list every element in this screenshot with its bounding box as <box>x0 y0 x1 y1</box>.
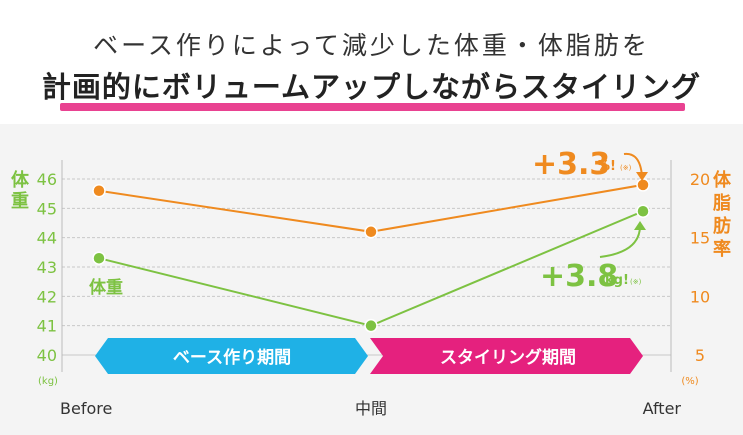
series-name-label: 体重 <box>89 277 123 298</box>
chart-background <box>0 124 743 435</box>
annotation-fat-value: +3.3 <box>532 147 610 182</box>
header: ベース作りによって減少した体重・体脂肪を 計画的にボリュームアップしながらスタイ… <box>0 0 743 124</box>
annotation-weight-value: +3.8 <box>540 259 618 294</box>
series-point-1 <box>636 178 650 192</box>
left-tick-label: 43 <box>37 258 57 277</box>
right-tick-label: 15 <box>690 229 710 248</box>
annotation-weight-arrow <box>599 225 641 258</box>
x-tick-label: 中間 <box>355 399 387 418</box>
title: 計画的にボリュームアップしながらスタイリング <box>41 70 702 104</box>
phase-label-styling: スタイリング期間 <box>440 347 576 368</box>
series-point-0 <box>92 251 106 265</box>
right-tick-label: 10 <box>690 287 710 306</box>
x-tick-label: Before <box>60 399 112 418</box>
subtitle: ベース作りによって減少した体重・体脂肪を <box>93 31 650 60</box>
left-axis-label-char: 体 <box>11 169 30 191</box>
x-tick-label: After <box>643 399 682 418</box>
left-tick-label: 41 <box>37 317 57 336</box>
series-point-0 <box>364 318 378 333</box>
series-point-1 <box>364 225 378 239</box>
left-tick-label: 46 <box>37 170 57 189</box>
annotation-weight-unit: kg! <box>605 273 629 288</box>
left-tick-label: 45 <box>37 199 57 218</box>
title-underline <box>60 103 685 111</box>
right-axis-label-char: 脂 <box>713 193 731 214</box>
right-axis-unit: (%) <box>681 376 698 387</box>
left-axis-label-char: 重 <box>11 190 29 212</box>
series-point-0 <box>636 204 650 219</box>
series-line-1 <box>98 183 644 233</box>
right-tick-label: 20 <box>690 170 710 189</box>
left-tick-label: 42 <box>37 287 57 306</box>
left-tick-label: 40 <box>37 346 57 365</box>
right-axis-label-char: 率 <box>713 238 731 260</box>
phase-banner-styling <box>370 338 643 374</box>
right-tick-label: 5 <box>695 346 705 365</box>
annotation-weight-arrowhead <box>634 221 646 230</box>
left-axis-unit: (kg) <box>38 376 58 387</box>
right-axis-label-char: 体 <box>713 169 732 191</box>
annotation-fat-unit: %! <box>597 159 616 174</box>
series-point-1 <box>92 183 106 198</box>
phase-banner-base <box>95 338 368 374</box>
annotation-fat-note: (※) <box>620 164 632 172</box>
annotation-fat-arrowhead <box>636 172 648 181</box>
right-axis-label-char: 肪 <box>713 215 731 237</box>
annotation-weight-note: (※) <box>630 278 642 286</box>
phase-label-base: ベース作り期間 <box>173 347 291 368</box>
left-tick-label: 44 <box>37 229 57 248</box>
